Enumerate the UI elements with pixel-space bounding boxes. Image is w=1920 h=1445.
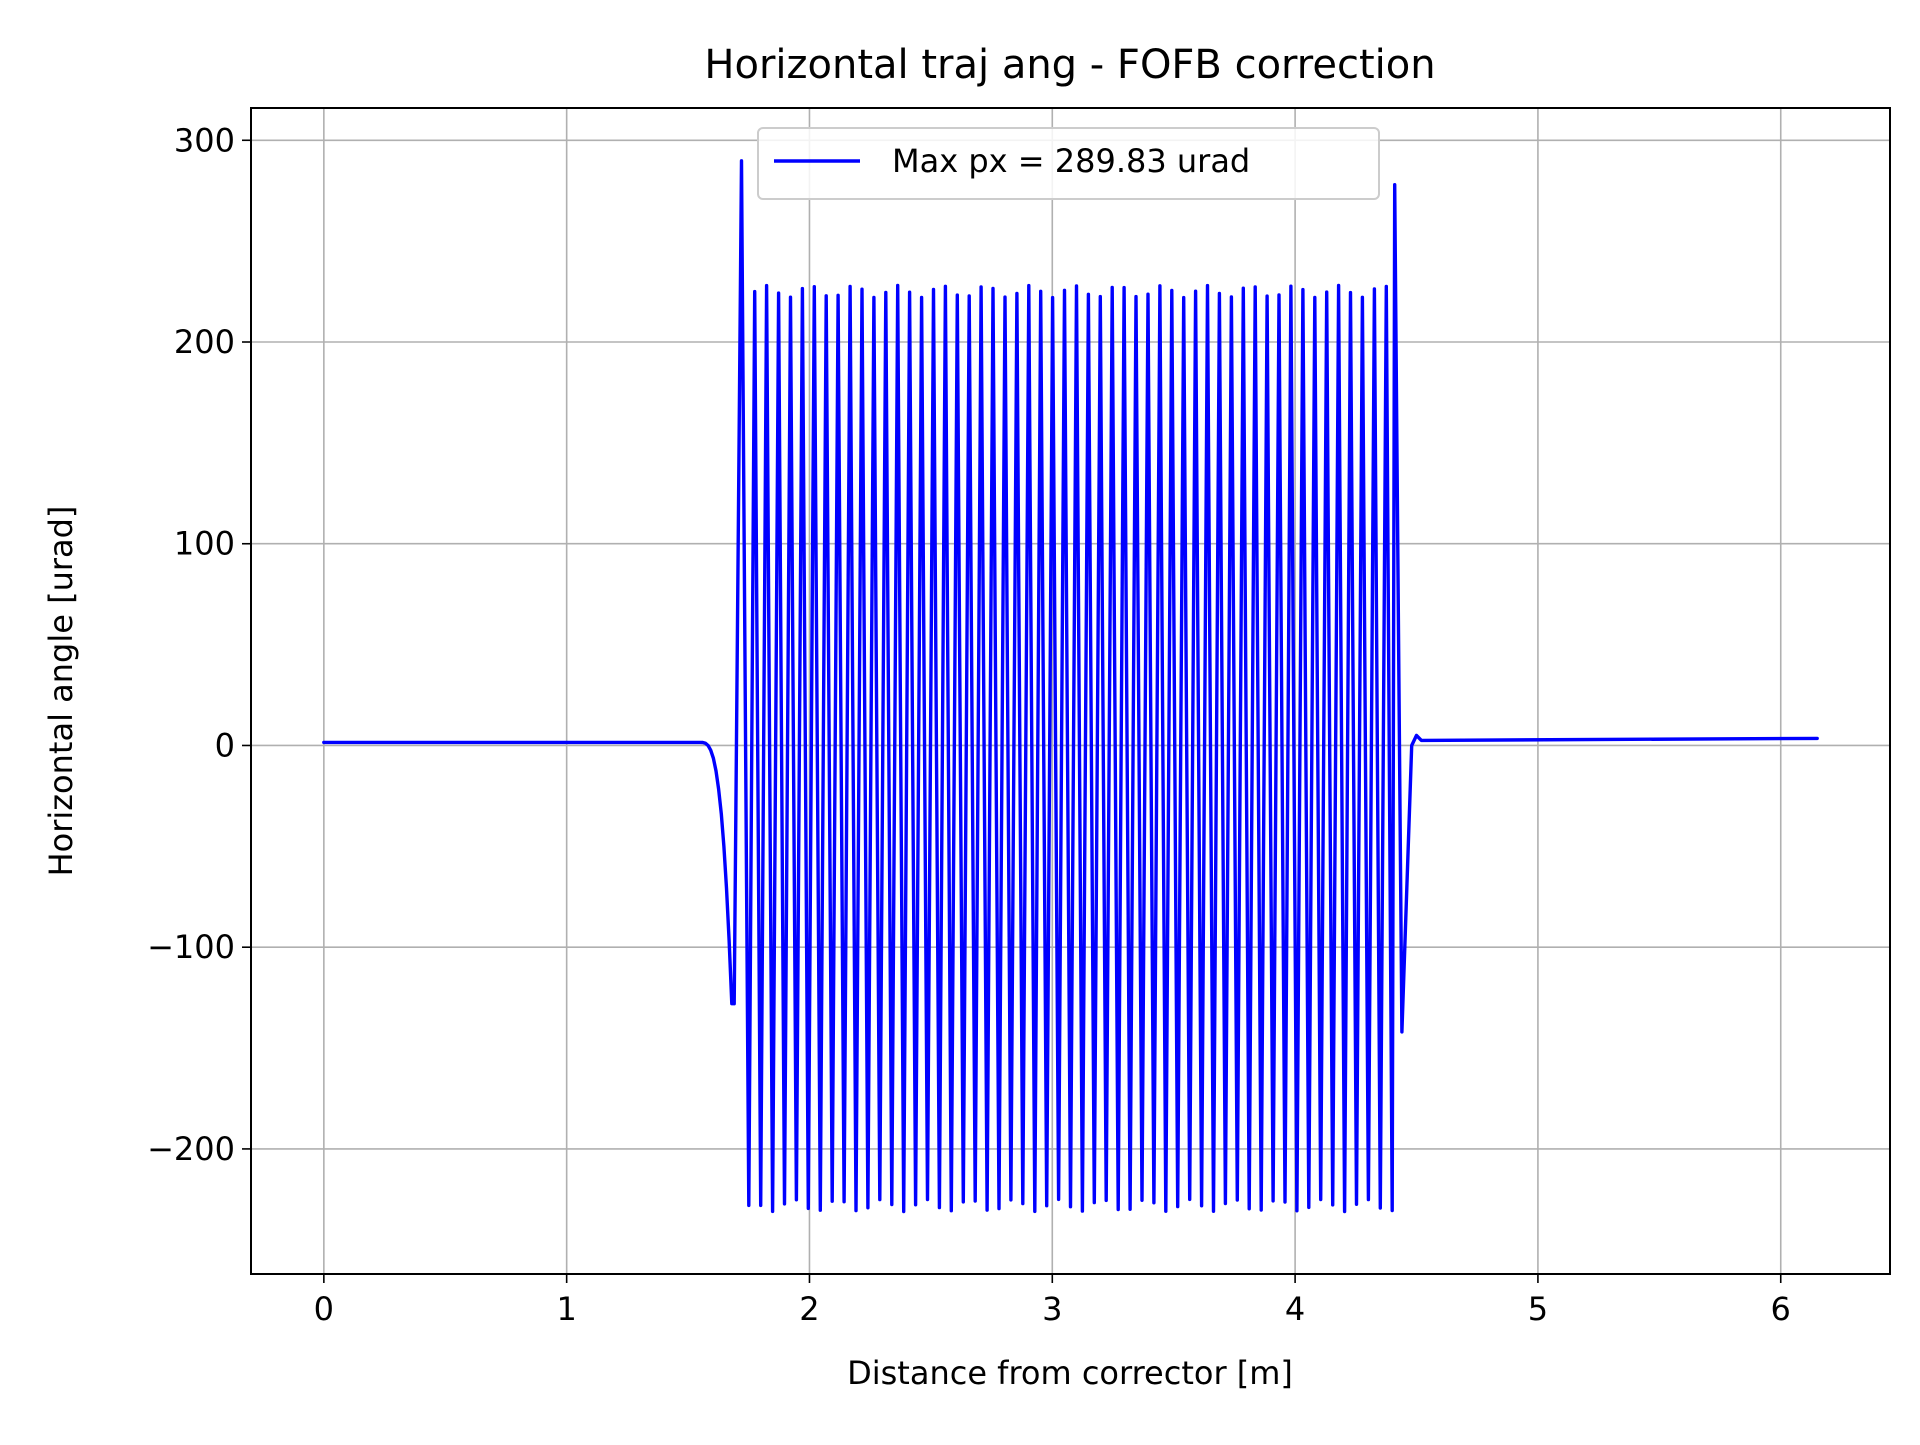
x-tick-label: 4	[1285, 1290, 1305, 1328]
y-tick-label: 0	[215, 726, 235, 764]
y-tick-label: 200	[174, 323, 235, 361]
x-tick-label: 0	[314, 1290, 334, 1328]
series-line-max-px	[322, 159, 1819, 1214]
x-tick-label: 2	[799, 1290, 819, 1328]
y-tick-label: 100	[174, 525, 235, 563]
plot-frame	[250, 107, 1891, 1275]
x-axis-label: Distance from corrector [m]	[847, 1354, 1293, 1392]
x-tick-label: 6	[1771, 1290, 1791, 1328]
y-axis-label: Horizontal angle [urad]	[42, 506, 80, 877]
y-tick-label: 300	[174, 121, 235, 159]
x-tick-label: 3	[1042, 1290, 1062, 1328]
y-tick-label: −100	[147, 928, 235, 966]
chart-title: Horizontal traj ang - FOFB correction	[704, 42, 1435, 88]
grid-lines	[251, 108, 1890, 1274]
legend-box	[757, 127, 1380, 200]
x-tick-label: 1	[556, 1290, 576, 1328]
legend-entry-label: Max px = 289.83 urad	[892, 142, 1250, 180]
x-tick-label: 5	[1528, 1290, 1548, 1328]
axis-ticks: 0 1 2 3 4 5 6 −200 −100 0 100 200 300	[147, 121, 1791, 1328]
legend: Max px = 289.83 urad	[757, 127, 1380, 200]
y-tick-label: −200	[147, 1130, 235, 1168]
